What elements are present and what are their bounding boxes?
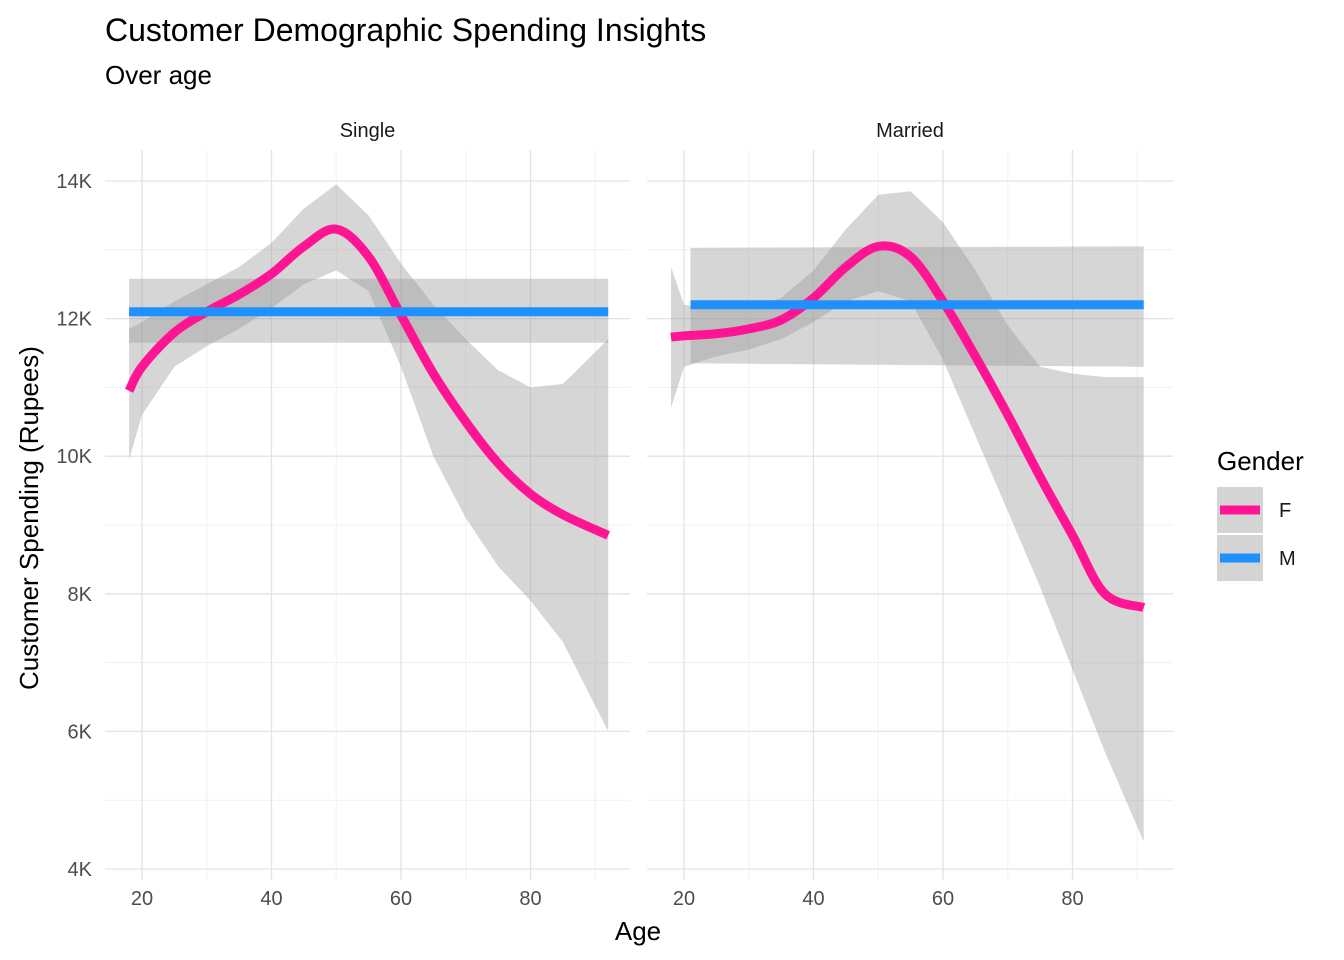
y-axis-title: Customer Spending (Rupees) [14,346,44,690]
facet-panel-single: Single 20 40 60 80 [105,120,630,910]
series-line-f [670,241,1146,612]
y-tick-label: 14K [56,171,92,193]
x-tick-label: 80 [519,888,541,910]
x-tick-label: 60 [932,888,954,910]
y-tick-label: 8K [68,584,93,606]
x-axis-title: Age [615,916,661,946]
chart-title: Customer Demographic Spending Insights [105,12,706,48]
x-tick-label: 40 [260,888,282,910]
y-tick-label: 4K [68,859,93,881]
y-tick-label: 10K [56,446,92,468]
facet-strip-label: Single [340,120,396,142]
confidence-band-f [671,191,1144,842]
x-tick-label: 60 [390,888,412,910]
facet-strip-label: Married [876,120,944,142]
y-tick-label: 12K [56,309,92,331]
facet-panel-married: Married 20 40 60 80 [647,120,1173,910]
legend-label-f: F [1279,500,1291,522]
series-line-f [125,224,611,540]
legend-label-m: M [1279,548,1296,570]
legend-title: Gender [1217,446,1304,476]
x-tick-label: 20 [131,888,153,910]
x-tick-label: 40 [802,888,824,910]
y-tick-label: 6K [68,721,93,743]
x-tick-label: 20 [673,888,695,910]
x-tick-label: 80 [1061,888,1083,910]
facet-panels: Single 20 40 60 80 Married 20 40 60 80 [105,120,1173,910]
confidence-band-f [129,184,609,732]
y-axis: 4K 6K 8K 10K 12K 14K [56,171,92,881]
legend: Gender F M [1217,446,1304,581]
chart-subtitle: Over age [105,60,212,90]
